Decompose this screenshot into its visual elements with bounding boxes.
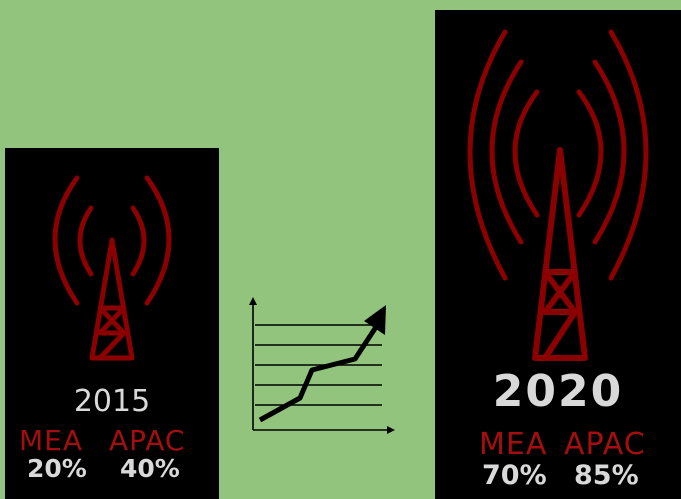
percentage-apac: 85% [574, 460, 639, 491]
panel-2020: 2020 MEA APAC 70% 85% [435, 10, 681, 499]
percentage-mea: 20% [27, 454, 87, 483]
cell-tower-icon [52, 175, 172, 361]
region-label-apac: APAC [109, 424, 186, 457]
year-label: 2020 [492, 366, 624, 417]
region-label-mea: MEA [19, 424, 84, 457]
year-label: 2015 [73, 384, 151, 419]
region-label-mea: MEA [479, 427, 548, 462]
percentage-apac: 40% [120, 454, 180, 483]
panel-2015: 2015 MEA APAC 20% 40% [5, 148, 219, 499]
cell-tower-icon [467, 29, 649, 361]
region-label-apac: APAC [564, 427, 646, 462]
growth-chart-icon [249, 297, 395, 434]
percentage-mea: 70% [482, 460, 547, 491]
